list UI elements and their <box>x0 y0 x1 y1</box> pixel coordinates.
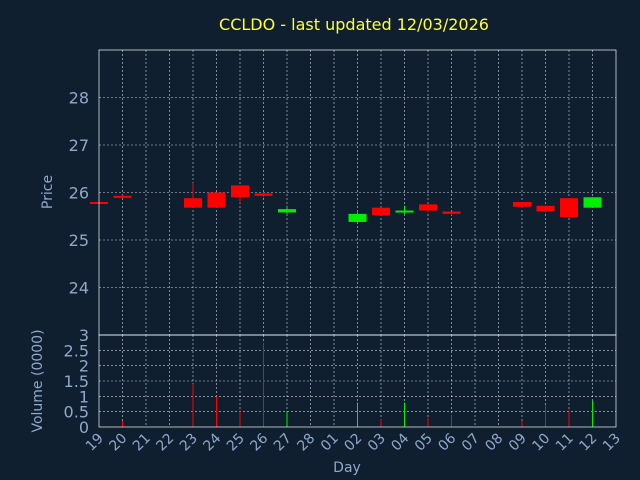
x-tick-label: 25 <box>224 431 248 455</box>
x-tick-label: 10 <box>529 431 553 455</box>
candle-09 <box>513 202 531 208</box>
x-tick-label: 04 <box>388 430 412 454</box>
price-axis-label: Price <box>40 175 56 209</box>
x-tick-label: 12 <box>576 431 600 455</box>
price-tick-label: 25 <box>69 231 89 250</box>
x-tick-label: 26 <box>247 430 271 454</box>
price-tick-label: 28 <box>69 89 89 108</box>
volume-panel-frame <box>98 334 617 428</box>
candle-body <box>113 195 132 198</box>
candle-10 <box>536 205 555 213</box>
x-tick-label: 22 <box>153 431 177 455</box>
volume-tick-label: 1.5 <box>64 372 89 391</box>
candle-05 <box>419 204 437 213</box>
candle-04 <box>395 205 414 214</box>
price-grid <box>99 50 616 335</box>
candle-20 <box>113 194 132 199</box>
x-tick-label: 06 <box>435 430 459 454</box>
candle-body <box>348 213 367 222</box>
x-tick-label: 21 <box>130 431 154 455</box>
x-axis-ticks: 19 20 21 22 23 24 25 26 27 28 01 02 03 04 05 06 07 08 09 10… <box>83 430 624 454</box>
x-tick-label: 09 <box>506 431 530 455</box>
volume-tick-label: 3 <box>79 326 89 345</box>
x-tick-label: 23 <box>177 431 201 455</box>
x-tick-label: 07 <box>459 431 483 455</box>
volume-tick-label: 0 <box>79 418 89 437</box>
candles <box>90 183 602 222</box>
price-tick-label: 24 <box>69 279 89 298</box>
x-tick-label: 24 <box>200 430 224 454</box>
candle-02 <box>348 212 367 222</box>
candle-body <box>207 192 226 208</box>
candle-24 <box>207 192 226 208</box>
candle-26 <box>254 192 273 198</box>
x-tick-label: 03 <box>365 431 389 455</box>
candle-body <box>231 185 249 198</box>
candle-body <box>442 211 461 214</box>
candle-body <box>184 198 202 208</box>
candle-body <box>395 210 414 213</box>
candle-03 <box>372 207 390 216</box>
x-tick-label: 20 <box>106 431 130 455</box>
x-tick-label: 13 <box>600 431 624 455</box>
price-axis-ticks: 24 25 26 27 28 <box>69 89 89 298</box>
volume-axis-label: Volume (0000) <box>30 329 46 432</box>
candle-25 <box>231 185 249 203</box>
x-tick-label: 05 <box>412 431 436 455</box>
candle-body <box>372 207 390 216</box>
candle-body <box>278 209 296 213</box>
chart-title: CCLDO - last updated 12/03/2026 <box>219 15 489 34</box>
volume-bars <box>122 342 593 427</box>
candle-06 <box>442 211 461 216</box>
candle-body <box>419 204 437 211</box>
x-tick-label: 11 <box>553 431 577 455</box>
x-tick-label: 08 <box>482 431 506 455</box>
volume-axis-ticks: 00.511.522.53 <box>64 326 89 437</box>
x-axis-label: Day <box>333 460 361 476</box>
candle-11 <box>560 198 578 218</box>
volume-tick-label: 2.5 <box>64 341 89 360</box>
candle-body <box>583 197 602 208</box>
volume-tick-label: 2 <box>79 357 89 376</box>
price-tick-label: 27 <box>69 136 89 155</box>
x-tick-label: 01 <box>318 431 342 455</box>
candle-body <box>254 193 273 196</box>
candle-body <box>536 205 555 212</box>
candle-body <box>560 198 578 218</box>
x-tick-label: 28 <box>294 431 318 455</box>
candle-body <box>513 202 531 207</box>
x-tick-label: 27 <box>271 431 295 455</box>
volume-tick-label: 0.5 <box>64 403 89 422</box>
candle-12 <box>583 197 602 208</box>
volume-tick-label: 1 <box>79 387 89 406</box>
candle-27 <box>278 205 296 214</box>
candle-23 <box>184 183 202 208</box>
price-tick-label: 26 <box>69 184 89 203</box>
x-tick-label: 02 <box>341 431 365 455</box>
